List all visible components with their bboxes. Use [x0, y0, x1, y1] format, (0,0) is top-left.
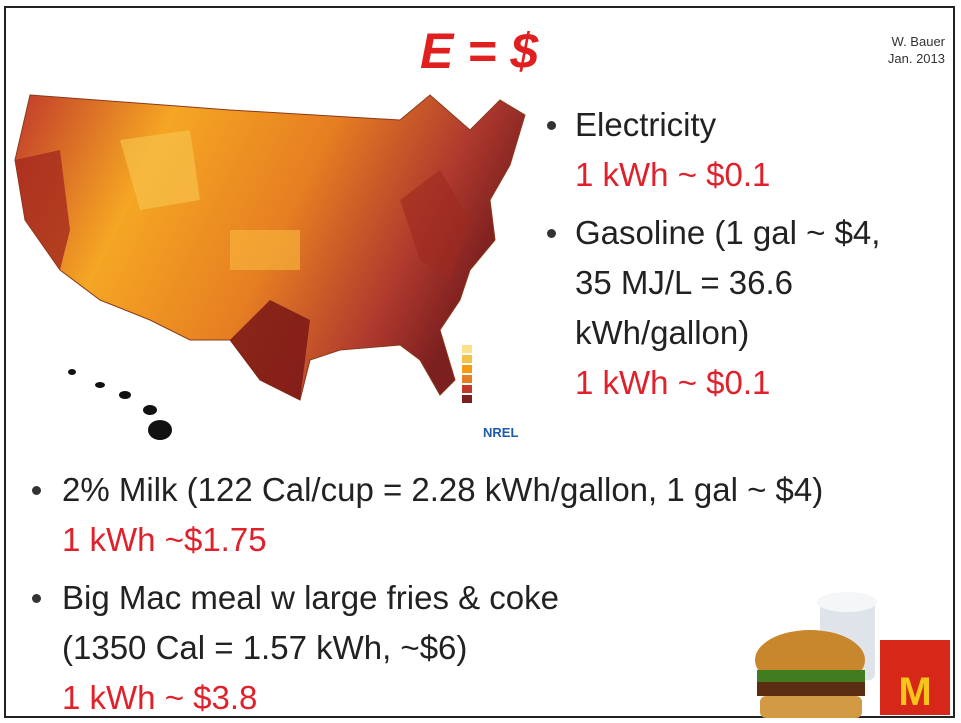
bullet-text: 35 MJ/L = 36.6 — [575, 264, 793, 301]
slide-frame — [4, 6, 955, 718]
bullet-price: 1 kWh ~ $0.1 — [575, 156, 771, 193]
bullet-text: Gasoline (1 gal ~ $4, — [575, 214, 881, 251]
author: W. Bauer — [891, 34, 945, 49]
bullet-text: kWh/gallon) — [575, 314, 750, 351]
date: Jan. 2013 — [887, 51, 945, 66]
bullet-text: (1350 Cal = 1.57 kWh, ~$6) — [62, 629, 468, 666]
bullet-dot — [32, 486, 41, 495]
bullet-dot — [547, 121, 556, 130]
food-picture: M — [755, 592, 950, 718]
bullet-text: 2% Milk (122 Cal/cup = 2.28 kWh/gallon, … — [62, 471, 824, 508]
svg-text:M: M — [898, 670, 931, 714]
bullet-text: Big Mac meal w large fries & coke — [62, 579, 560, 616]
slide-title: E = $ — [420, 23, 539, 79]
bullet-price: 1 kWh ~ $3.8 — [62, 679, 258, 716]
bullet-price: 1 kWh ~ $0.1 — [575, 364, 771, 401]
bullet-price: 1 kWh ~$1.75 — [62, 521, 267, 558]
bullet-dot — [32, 594, 41, 603]
us-map — [14, 94, 526, 440]
bullet-dot — [547, 229, 556, 238]
nrel-logo: NREL — [483, 425, 518, 440]
bullet-text: Electricity — [575, 106, 717, 143]
